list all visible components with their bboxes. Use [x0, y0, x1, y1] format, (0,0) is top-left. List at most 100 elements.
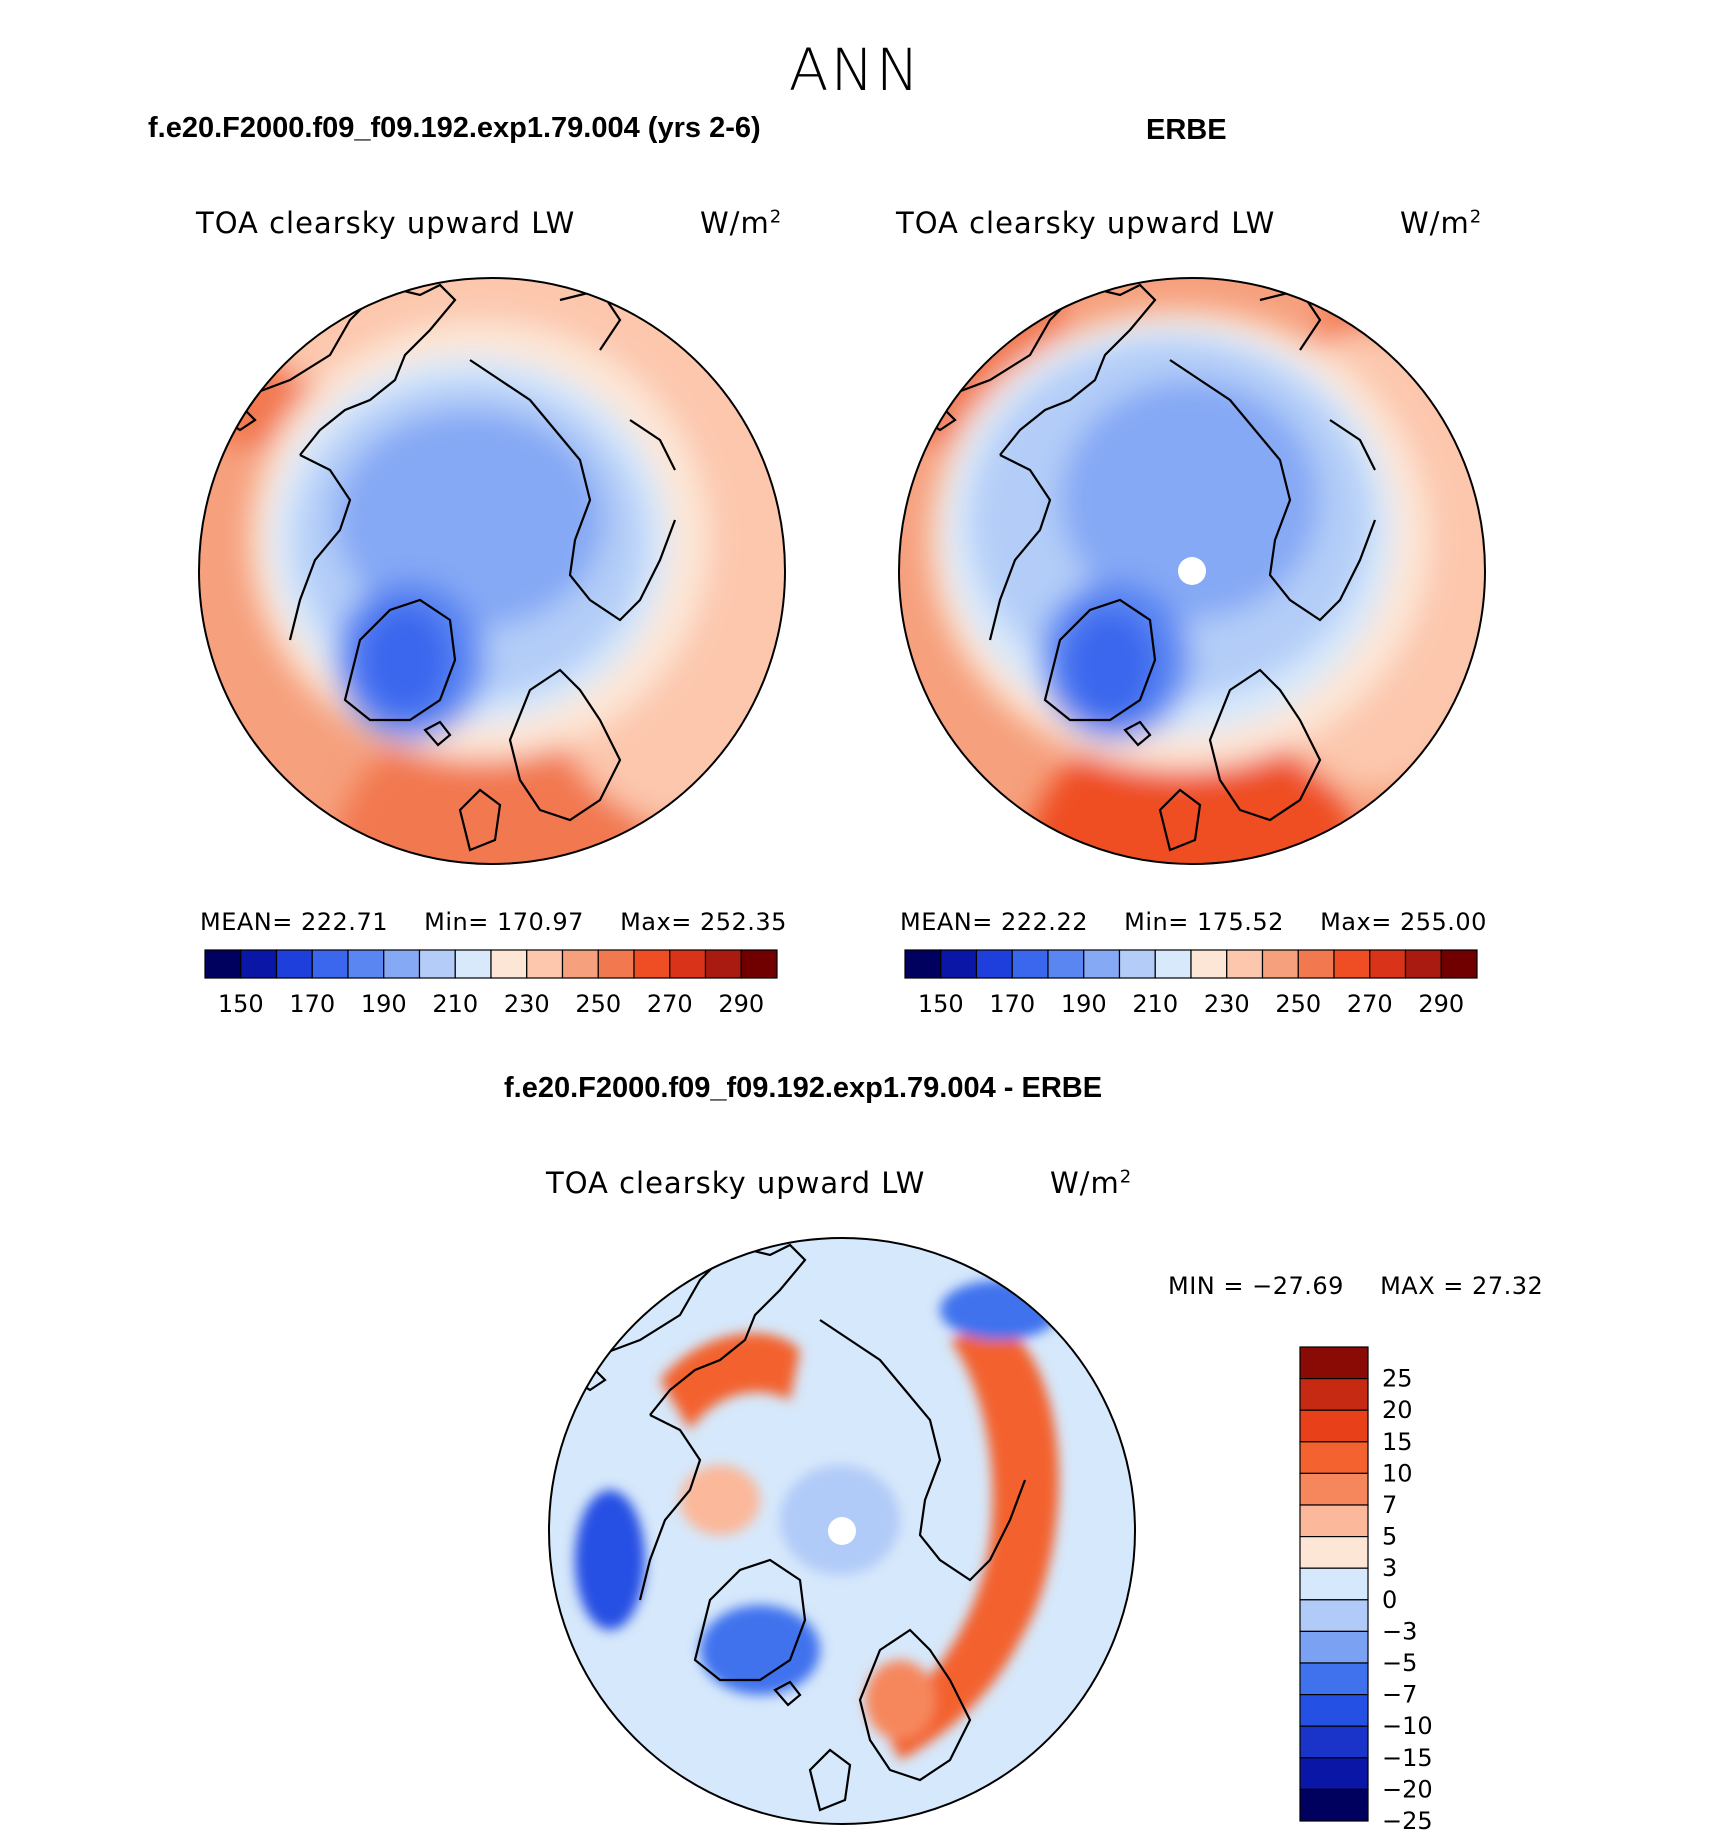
colorbar-swatch	[1299, 1441, 1369, 1475]
season-title: ANN	[788, 36, 922, 104]
colorbar-tick-label: 230	[1204, 990, 1250, 1018]
colorbar-swatch	[1333, 949, 1371, 979]
map-2-coastlines	[912, 283, 1377, 852]
mean-value: 222.71	[301, 908, 388, 936]
colorbar-swatch	[1299, 1788, 1369, 1822]
map-1-field	[199, 278, 785, 864]
colorbar-swatch	[1299, 1472, 1369, 1506]
panel-2-stats: MEAN= 222.22 Min= 175.52 Max= 255.00	[900, 908, 1487, 936]
colorbar-tick-label: 210	[432, 990, 478, 1018]
max-value: 27.32	[1472, 1272, 1544, 1300]
colorbar-swatch	[1299, 1630, 1369, 1664]
colorbar-tick-label: −15	[1382, 1744, 1433, 1772]
colorbar-swatch	[1297, 949, 1335, 979]
min-value: 170.97	[496, 908, 584, 936]
colorbar-swatch	[1299, 1599, 1369, 1633]
colorbar-tick-label: 7	[1382, 1491, 1397, 1519]
colorbar-swatch	[1299, 1757, 1369, 1791]
colorbar-swatch	[1299, 1377, 1369, 1411]
colorbar-tick-label: 25	[1382, 1365, 1413, 1393]
map-3-field	[549, 1238, 1135, 1824]
panel-1-title: f.e20.F2000.f09_f09.192.exp1.79.004 (yrs…	[148, 112, 761, 144]
colorbar-swatch	[1404, 949, 1442, 979]
colorbar-tick-label: −20	[1382, 1775, 1433, 1803]
map-3-coastlines	[562, 1243, 1027, 1812]
colorbar-tick-label: 190	[361, 990, 407, 1018]
colorbar-tick-label: 210	[1132, 990, 1178, 1018]
colorbar-swatch	[1261, 949, 1299, 979]
colorbar-swatch	[633, 949, 671, 979]
colorbar-tick-label: 10	[1382, 1459, 1413, 1487]
colorbar-tick-label: 250	[1275, 990, 1321, 1018]
colorbar-swatch	[526, 949, 564, 979]
colorbar-swatch	[1226, 949, 1264, 979]
colorbar-3: 25 20 15 10 7 5 3 0 −3 −5 −7 −10 −15 −20 −25	[1299, 1346, 1433, 1835]
map-2-field	[899, 278, 1485, 864]
colorbar-tick-label: 290	[1418, 990, 1464, 1018]
min-value: 175.52	[1196, 908, 1284, 936]
colorbar-tick-label: 190	[1061, 990, 1107, 1018]
panel-2-title: ERBE	[1146, 114, 1227, 146]
colorbar-swatch	[1190, 949, 1228, 979]
map-1-coastlines	[212, 283, 677, 852]
map-2	[898, 277, 1486, 865]
max-value: 252.35	[699, 908, 787, 936]
colorbar-swatch	[347, 949, 385, 979]
colorbar-2: 150 170 190 210 230 250 270 290	[904, 949, 1478, 1018]
colorbar-swatch	[1299, 1662, 1369, 1696]
panel-1-units: W/m2	[700, 206, 783, 240]
colorbar-swatch	[597, 949, 635, 979]
colorbar-tick-label: 230	[504, 990, 550, 1018]
map-2-pole-gap	[1178, 557, 1206, 585]
colorbar-swatch	[1440, 949, 1478, 979]
colorbar-tick-label: 290	[718, 990, 764, 1018]
colorbar-swatch	[704, 949, 742, 979]
panel-2-variable: TOA clearsky upward LW	[896, 206, 1276, 240]
colorbar-tick-label: −10	[1382, 1712, 1433, 1740]
mean-value: 222.22	[1001, 908, 1088, 936]
colorbar-tick-label: −25	[1382, 1807, 1433, 1835]
colorbar-swatch	[240, 949, 278, 979]
colorbar-swatch	[454, 949, 492, 979]
colorbar-swatch	[490, 949, 528, 979]
map-3-frame	[548, 1237, 1136, 1825]
colorbar-tick-label: 170	[289, 990, 335, 1018]
colorbar-swatch	[1369, 949, 1407, 979]
colorbar-swatch	[1299, 1693, 1369, 1727]
colorbar-swatch	[1047, 949, 1085, 979]
colorbar-tick-label: 150	[918, 990, 964, 1018]
min-value: −27.69	[1252, 1272, 1344, 1300]
max-label: Max=	[1320, 908, 1392, 936]
colorbar-swatch	[311, 949, 349, 979]
colorbar-tick-label: −3	[1382, 1617, 1417, 1645]
colorbar-swatch	[1011, 949, 1049, 979]
colorbar-swatch	[1154, 949, 1192, 979]
colorbar-swatch	[561, 949, 599, 979]
colorbar-tick-label: 15	[1382, 1428, 1413, 1456]
colorbar-tick-label: 270	[647, 990, 693, 1018]
colorbar-swatch	[1083, 949, 1121, 979]
colorbar-swatch	[204, 949, 242, 979]
colorbar-swatch	[1299, 1504, 1369, 1538]
colorbar-swatch	[1299, 1535, 1369, 1569]
colorbar-swatch	[1299, 1567, 1369, 1601]
panel-3-stats: MIN = −27.69 MAX = 27.32	[1168, 1272, 1543, 1300]
colorbar-tick-label: −7	[1382, 1681, 1417, 1709]
mean-label: MEAN=	[900, 908, 993, 936]
colorbar-tick-label: −5	[1382, 1649, 1417, 1677]
panel-3-variable: TOA clearsky upward LW	[546, 1166, 926, 1200]
colorbar-swatch	[1299, 1346, 1369, 1380]
colorbar-tick-label: 20	[1382, 1396, 1413, 1424]
colorbar-tick-label: 170	[989, 990, 1035, 1018]
colorbar-tick-label: 150	[218, 990, 264, 1018]
colorbar-swatch	[740, 949, 778, 979]
max-value: 255.00	[1399, 908, 1487, 936]
map-1	[198, 277, 786, 865]
min-label: Min=	[424, 908, 489, 936]
colorbar-swatch	[418, 949, 456, 979]
colorbar-swatch	[275, 949, 313, 979]
colorbar-1: 150 170 190 210 230 250 270 290	[204, 949, 778, 1018]
colorbar-tick-label: 0	[1382, 1586, 1397, 1614]
panel-2-units: W/m2	[1400, 206, 1483, 240]
map-3	[548, 1237, 1136, 1825]
